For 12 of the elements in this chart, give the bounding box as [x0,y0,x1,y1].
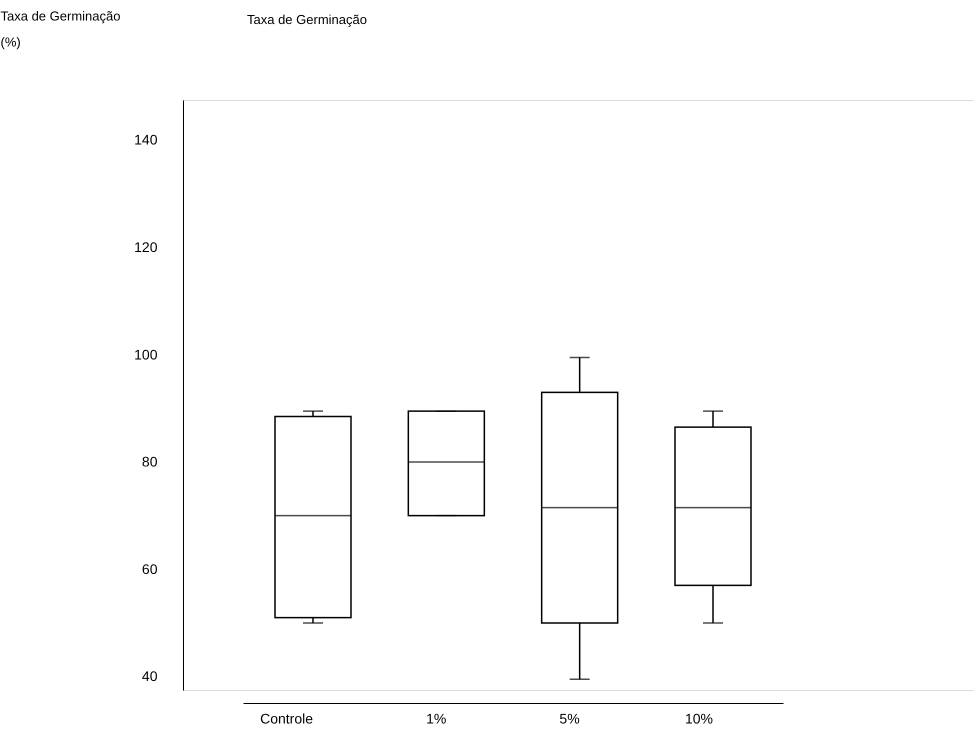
y-tick-label: 40 [142,668,158,684]
y-tick-label: 100 [134,346,158,362]
x-tick-label: Controle [260,710,314,726]
y-tick-label: 120 [134,239,158,255]
chart-title: Taxa de Germinação [247,12,367,27]
y-axis-title: Taxa de Germinação (%) [0,8,120,50]
y-tick-label: 60 [142,560,158,577]
x-tick-label: 10% [684,710,713,726]
y-tick-label: 140 [134,132,158,148]
x-tick-label: 5% [559,710,580,726]
x-tick-label: 1% [426,710,446,726]
y-tick-label: 80 [142,454,158,470]
